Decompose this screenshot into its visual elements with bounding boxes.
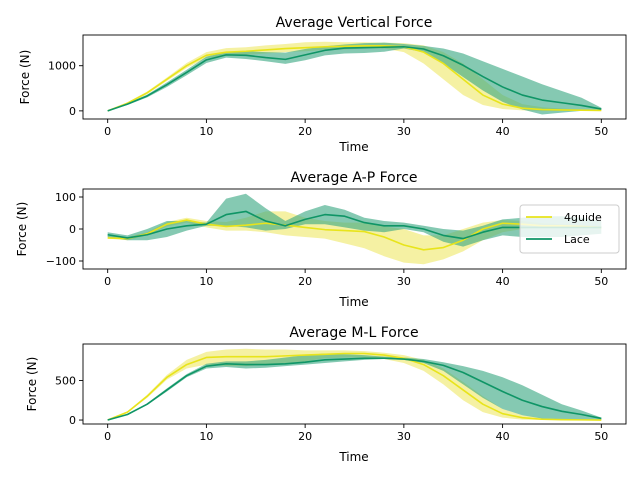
band-lace xyxy=(107,42,602,115)
y-axis-label: Force (N) xyxy=(25,357,39,412)
y-tick-label: 1000 xyxy=(48,60,76,73)
x-tick-label: 30 xyxy=(397,275,411,288)
axes-frame xyxy=(82,34,627,120)
chart-title: Average A-P Force xyxy=(290,170,417,186)
x-tick-label: 10 xyxy=(199,125,213,138)
subplot-vertical-force: Average Vertical Force 0 10 20 30 40 5001000 … xyxy=(18,15,627,154)
x-tick-label: 20 xyxy=(298,275,312,288)
x-tick-label: 50 xyxy=(594,125,608,138)
x-tick-label: 40 xyxy=(496,430,510,443)
y-tick-label: −100 xyxy=(46,255,76,268)
x-tick-label: 0 xyxy=(104,430,111,443)
x-tick-label: 40 xyxy=(496,125,510,138)
y-axis-label: Force (N) xyxy=(18,50,32,105)
series-line-4guide xyxy=(107,219,602,251)
x-tick-label: 30 xyxy=(397,125,411,138)
series-line-lace xyxy=(107,357,602,421)
x-axis-label: Time xyxy=(338,295,368,309)
tick-labels: 0 10 20 30 40 50 0 1000 xyxy=(48,60,608,138)
x-tick-label: 10 xyxy=(199,430,213,443)
y-tick-label: 0 xyxy=(69,414,76,427)
series-line-lace xyxy=(107,210,602,240)
y-tick-label: 0 xyxy=(69,105,76,118)
x-tick-label: 40 xyxy=(496,275,510,288)
y-tick-label: 100 xyxy=(55,191,76,204)
y-axis-label: Force (N) xyxy=(15,202,29,257)
tick-labels: 0 10 20 30 40 50 −100 0 100 xyxy=(46,191,609,288)
x-axis-label: Time xyxy=(338,140,368,154)
x-tick-label: 50 xyxy=(594,430,608,443)
band-4guide xyxy=(107,41,602,111)
band-4guide xyxy=(107,348,602,421)
plot-area xyxy=(107,348,602,421)
y-tick-label: 500 xyxy=(55,374,76,387)
x-tick-label: 10 xyxy=(199,275,213,288)
series-line-4guide xyxy=(107,45,602,112)
chart-title: Average M-L Force xyxy=(289,325,418,341)
axes-frame xyxy=(82,343,627,425)
chart-title: Average Vertical Force xyxy=(276,15,433,31)
x-tick-label: 20 xyxy=(298,430,312,443)
x-tick-label: 0 xyxy=(104,275,111,288)
x-tick-label: 30 xyxy=(397,430,411,443)
series-line-4guide xyxy=(107,352,602,421)
series-line-lace xyxy=(107,45,602,112)
legend-label: Lace xyxy=(564,233,590,246)
x-tick-label: 50 xyxy=(594,275,608,288)
y-tick-label: 0 xyxy=(69,223,76,236)
legend: 4guide Lace xyxy=(519,204,620,254)
plot-area xyxy=(107,193,602,265)
subplot-ap-force: Average A-P Force 0 10 20 30 40 50 −100 0 100 Ti… xyxy=(15,170,627,309)
plot-area xyxy=(107,41,602,115)
band-lace xyxy=(107,353,602,421)
legend-label: 4guide xyxy=(564,211,602,224)
x-axis-label: Time xyxy=(338,450,368,464)
x-tick-label: 0 xyxy=(104,125,111,138)
x-tick-label: 20 xyxy=(298,125,312,138)
